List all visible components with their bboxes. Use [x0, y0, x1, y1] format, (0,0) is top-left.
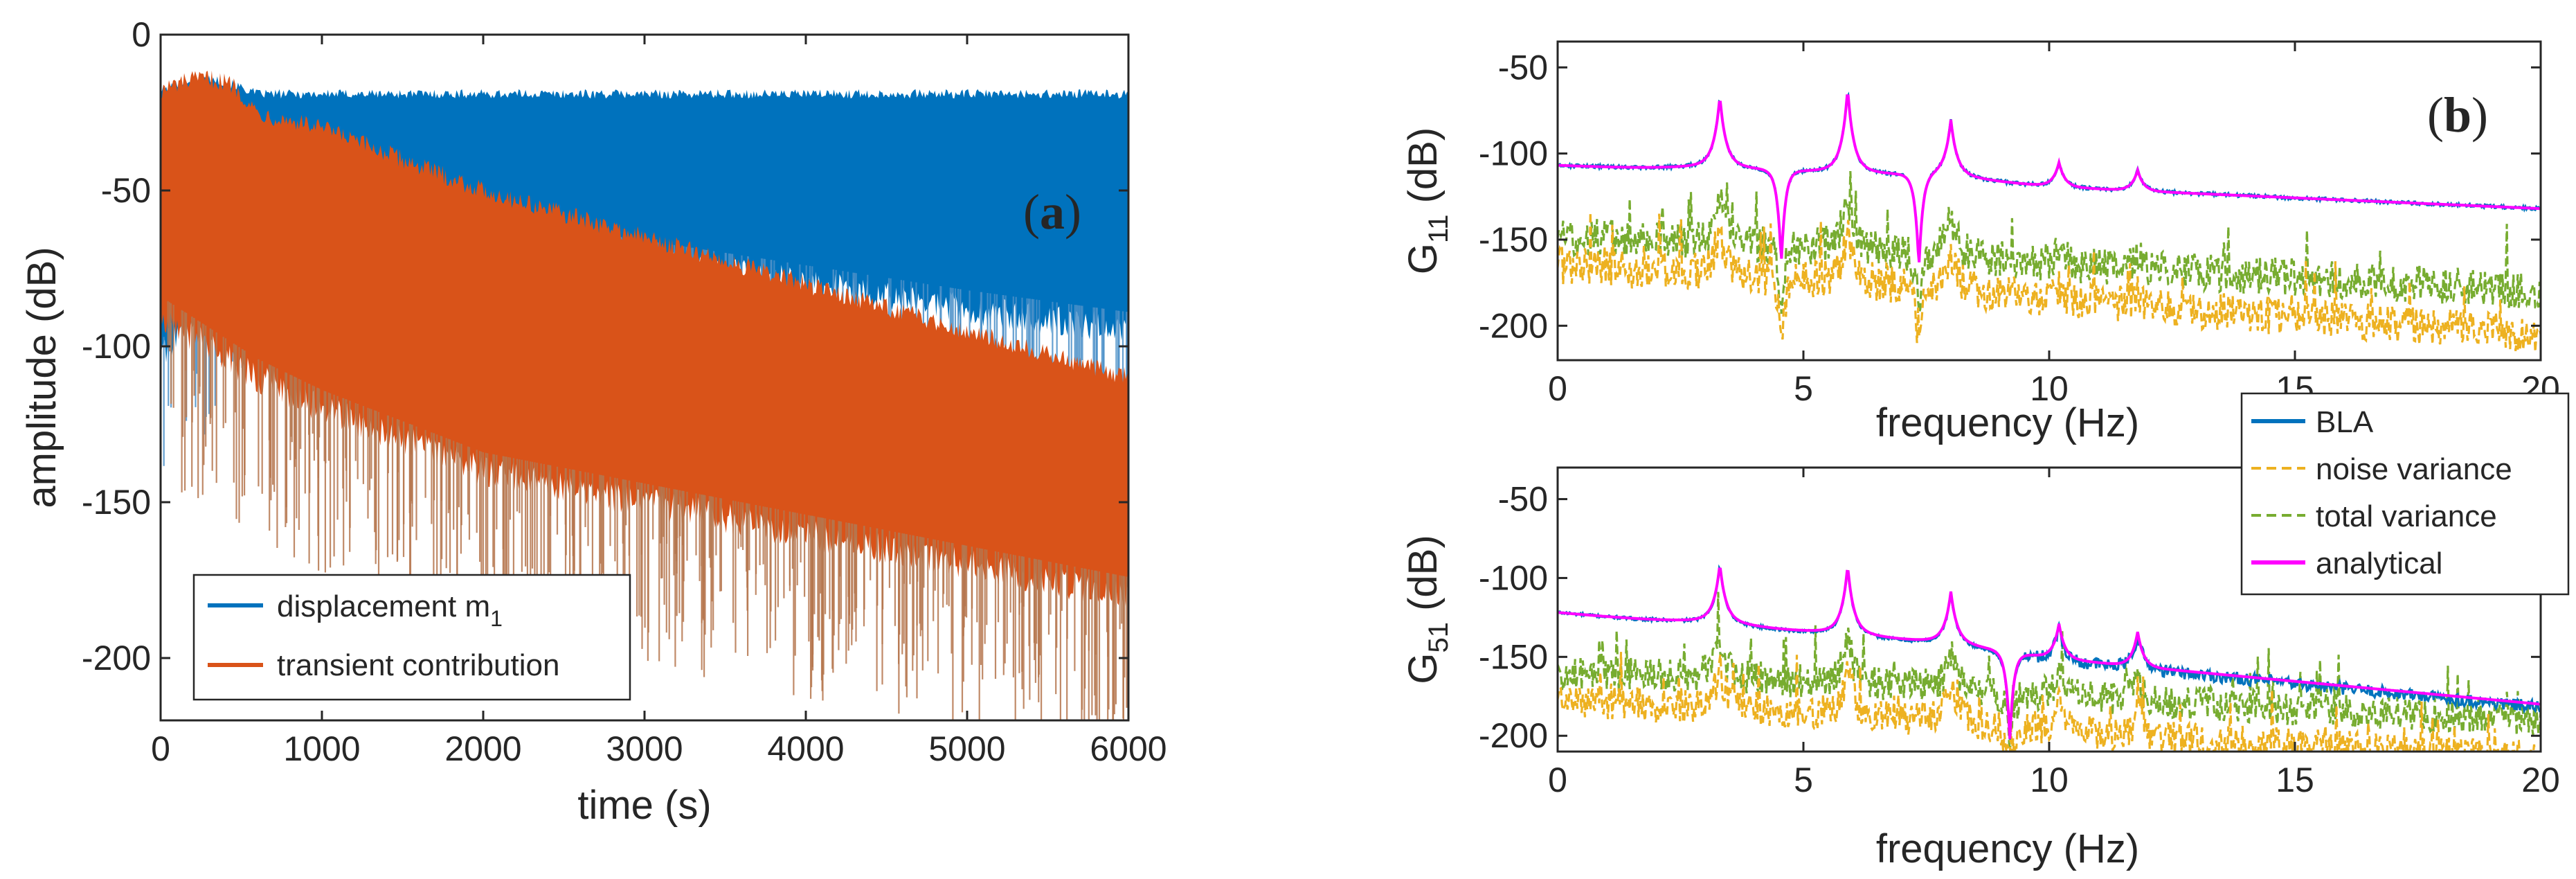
chart-b2-ytick-label: -50	[1498, 480, 1548, 519]
chart-a-series-transient-band	[161, 70, 1128, 609]
chart-b2-xtick-label: 15	[2276, 761, 2314, 799]
chart-a-xtick-label: 6000	[1090, 729, 1167, 768]
chart-a-xtick-label: 1000	[283, 729, 360, 768]
chart-a-legend: displacement m1 transient contribution	[192, 574, 631, 701]
chart-a-xtick-label: 2000	[444, 729, 521, 768]
chart-b1-series-analytical	[1558, 94, 2541, 263]
chart-b1-ylabel: G11 (dB)	[1400, 127, 1454, 274]
chart-b2-frame	[1556, 466, 2542, 753]
chart-b1-ytick-label: -50	[1498, 48, 1548, 87]
chart-a-panel-label: (a)	[1023, 184, 1081, 240]
chart-a-xlabel: time (s)	[577, 783, 711, 828]
legend-label-noise-variance: noise variance	[2316, 452, 2512, 486]
chart-a-ytick-label: -50	[101, 171, 151, 210]
chart-b2-ytick-label: -150	[1479, 637, 1548, 676]
chart-b2-marks	[1558, 564, 2541, 752]
legend-label-displacement: displacement m1	[277, 589, 503, 631]
chart-b-legend: BLA noise variance total variance analyt…	[2240, 392, 2570, 596]
chart-a-xtick-label: 5000	[928, 729, 1005, 768]
chart-b-g11: 0 5 10 15 20-50-100-150-200 (b) frequency (H…	[1400, 40, 2560, 445]
chart-a-legend-box	[192, 574, 631, 701]
chart-a-ytick-label: -150	[82, 483, 151, 522]
chart-b2-ytick-label: -200	[1479, 716, 1548, 755]
chart-a-series-displacement-band	[161, 75, 1128, 363]
chart-b1-xtick-label: 0	[1548, 369, 1567, 408]
chart-b2-xlabel: frequency (Hz)	[1876, 826, 2139, 871]
chart-b1-ytick-label: -150	[1479, 220, 1548, 259]
legend-label-bla: BLA	[2316, 405, 2374, 439]
chart-a-axes: 0 1000 2000 3000 4000 5000 6000 0 -50 -100 -150 -20…	[82, 15, 1167, 768]
chart-a-frame	[159, 33, 1130, 722]
chart-b1-ytick-label: -200	[1479, 306, 1548, 345]
chart-a-xtick-label: 0	[151, 729, 170, 768]
chart-b2-xtick-label: 20	[2521, 761, 2560, 799]
chart-b-panel-label: (b)	[2427, 87, 2488, 143]
chart-b1-ytick-label: -100	[1479, 134, 1548, 173]
chart-a-ytick-label: 0	[132, 15, 151, 54]
chart-a-ytick-label: -100	[82, 327, 151, 366]
chart-b2-ylabel: G51 (dB)	[1400, 535, 1454, 684]
chart-b1-marks	[1558, 91, 2541, 353]
chart-b1-xlabel: frequency (Hz)	[1876, 400, 2139, 445]
chart-a-xtick-label: 4000	[767, 729, 844, 768]
legend-label-analytical: analytical	[2316, 547, 2442, 580]
chart-b1-series-noise-variance	[1558, 212, 2541, 353]
chart-b2-series-noise-variance	[1558, 652, 2536, 752]
chart-a-clip	[161, 70, 1128, 720]
chart-b2-xtick-label: 10	[2030, 761, 2069, 799]
chart-a-marks	[161, 70, 1128, 720]
chart-a-ylabel: amplitude (dB)	[19, 247, 64, 508]
chart-b1-series-total-variance	[1558, 170, 2541, 314]
chart-b2-clip	[1558, 564, 2541, 752]
chart-b2-xtick-label: 0	[1548, 761, 1567, 799]
chart-b2-series-total-variance	[1558, 592, 2541, 752]
chart-b2-xtick-label: 5	[1794, 761, 1813, 799]
chart-b2-axes: 0 5 10 15 20 -50 -100 -150 -200	[1479, 468, 2560, 799]
chart-a-xtick-label: 3000	[606, 729, 683, 768]
chart-b-g51: 0 5 10 15 20 -50 -100 -150 -200 frequency (Hz) G…	[1400, 392, 2570, 871]
chart-a-ytick-label: -200	[82, 639, 151, 677]
chart-a: 0 1000 2000 3000 4000 5000 6000 0 -50 -100 -150 -20…	[19, 15, 1167, 828]
chart-b1-clip	[1558, 91, 2541, 353]
chart-b2-ytick-label: -100	[1479, 558, 1548, 597]
chart-b2-series-analytical	[1558, 567, 2541, 739]
legend-label-transient: transient contribution	[277, 648, 559, 682]
chart-b1-frame	[1556, 40, 2542, 362]
chart-b1-xtick-label: 5	[1794, 369, 1813, 408]
legend-label-total-variance: total variance	[2316, 499, 2497, 533]
chart-b1-xtick-label: 10	[2030, 369, 2069, 408]
